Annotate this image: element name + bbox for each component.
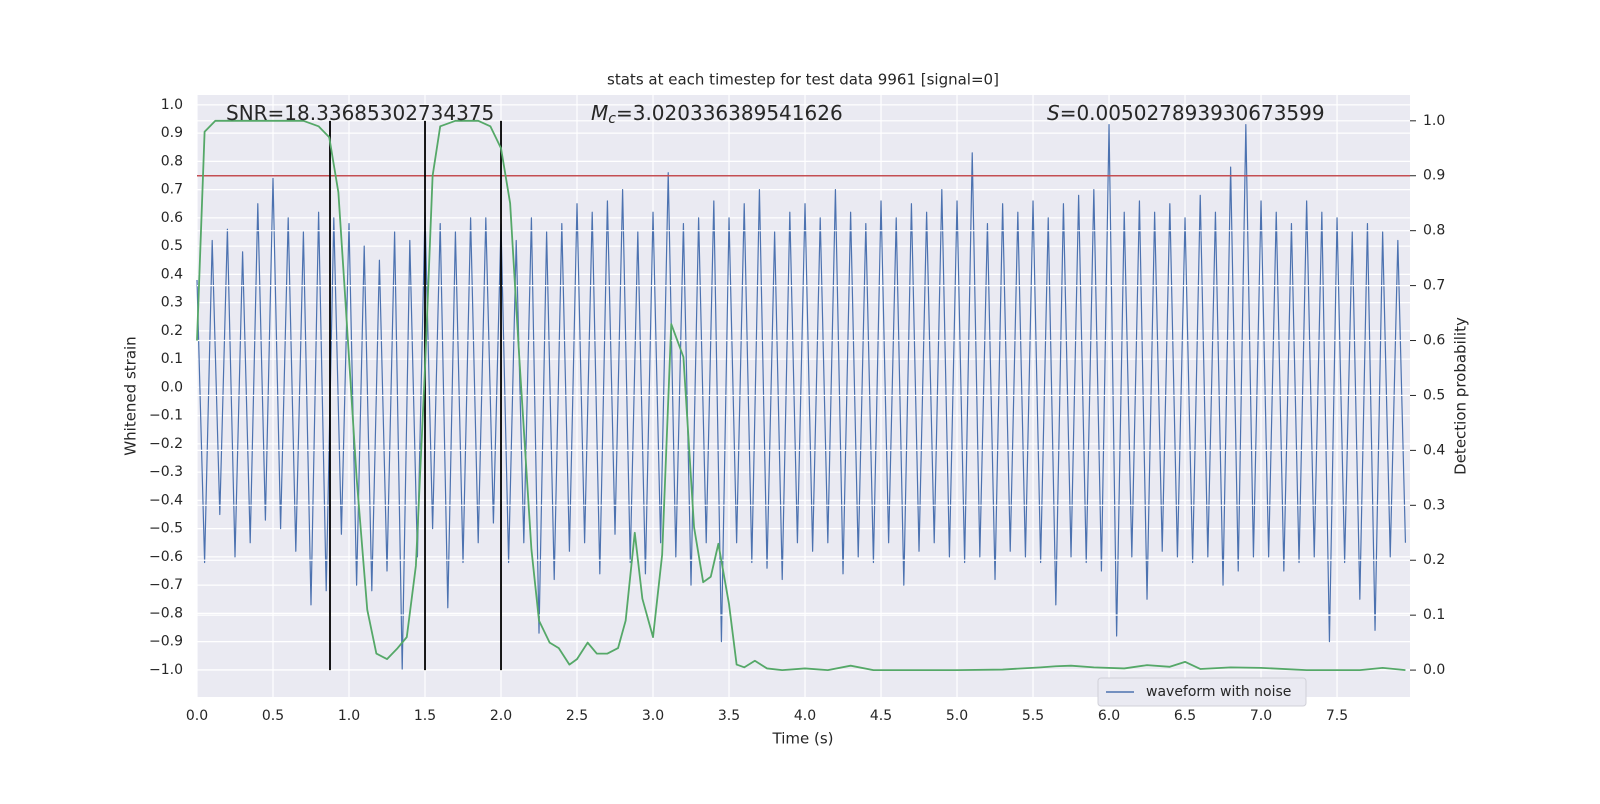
y-tick-label: −0.7: [149, 577, 183, 593]
y2-tick-label: 0.2: [1423, 552, 1445, 568]
x-tick-label: 0.0: [186, 708, 208, 724]
chart-title: stats at each timestep for test data 996…: [607, 71, 999, 89]
x-tick-label: 1.0: [338, 708, 360, 724]
annotation-text: SNR=18.33685302734375: [226, 101, 494, 125]
annotation-symbol: M: [591, 101, 608, 125]
y-tick-label: 0.3: [161, 295, 183, 311]
annotation-text: =0.005027893930673599: [1060, 101, 1325, 125]
y-tick-label: −0.9: [149, 634, 183, 650]
y2-tick-label: 0.4: [1423, 442, 1445, 458]
x-tick-label: 6.0: [1098, 708, 1120, 724]
y-tick-label: 0.6: [161, 210, 183, 226]
x-tick-label: 2.5: [566, 708, 588, 724]
y-tick-label: 0.9: [161, 125, 183, 141]
x-tick-label: 0.5: [262, 708, 284, 724]
y-tick-label: −0.6: [149, 549, 183, 565]
annotation-subscript: c: [608, 111, 616, 127]
annotation: Mc=3.020336389541626: [591, 101, 843, 128]
x-tick-label: 5.0: [946, 708, 968, 724]
y2-axis-label: Detection probability: [1452, 317, 1470, 475]
y-tick-label: 0.5: [161, 238, 183, 254]
x-tick-label: 7.5: [1326, 708, 1348, 724]
y-tick-label: −0.4: [149, 492, 183, 508]
y-tick-label: −0.2: [149, 436, 183, 452]
x-tick-label: 5.5: [1022, 708, 1044, 724]
y-tick-label: 0.2: [161, 323, 183, 339]
x-tick-label: 3.0: [642, 708, 664, 724]
legend: waveform with noise: [1097, 677, 1307, 707]
x-tick-label: 4.5: [870, 708, 892, 724]
x-tick-label: 3.5: [718, 708, 740, 724]
y-tick-label: 0.0: [161, 379, 183, 395]
y2-tick-label: 0.5: [1423, 387, 1445, 403]
x-tick-label: 4.0: [794, 708, 816, 724]
y2-tick-label: 0.9: [1423, 168, 1445, 184]
y-tick-label: −0.8: [149, 605, 183, 621]
y2-tick-label: 0.6: [1423, 333, 1445, 349]
annotation: S=0.005027893930673599: [1047, 101, 1325, 125]
probability-line: [196, 119, 1406, 671]
x-tick-label: 1.5: [414, 708, 436, 724]
y2-tick-label: 0.3: [1423, 497, 1445, 513]
y-tick-label: 0.4: [161, 266, 183, 282]
x-tick-label: 6.5: [1174, 708, 1196, 724]
y2-tick-label: 0.8: [1423, 223, 1445, 239]
y-tick-label: 0.8: [161, 153, 183, 169]
x-tick-label: 2.0: [490, 708, 512, 724]
x-axis-label: Time (s): [772, 730, 834, 748]
y-tick-label: 0.7: [161, 182, 183, 198]
annotation-text: =3.020336389541626: [616, 101, 843, 125]
y2-tick-label: 0.7: [1423, 278, 1445, 294]
y-tick-label: −0.3: [149, 464, 183, 480]
marks: [196, 119, 1410, 671]
y-tick-label: −0.5: [149, 521, 183, 537]
y-axis-label: Whitened strain: [122, 336, 140, 455]
annotation: SNR=18.33685302734375: [226, 101, 494, 125]
y-tick-label: 0.1: [161, 351, 183, 367]
x-tick-label: 7.0: [1250, 708, 1272, 724]
y2-tick-label: 0.0: [1423, 662, 1445, 678]
y-tick-label: −0.1: [149, 408, 183, 424]
legend-box: [1097, 677, 1307, 707]
y-tick-label: −1.0: [149, 662, 183, 678]
y2-tick-label: 0.1: [1423, 607, 1445, 623]
y2-tick-label: 1.0: [1423, 113, 1445, 129]
legend-label: waveform with noise: [1146, 684, 1291, 700]
y-tick-label: 1.0: [161, 97, 183, 113]
annotation-symbol: S: [1047, 101, 1060, 125]
